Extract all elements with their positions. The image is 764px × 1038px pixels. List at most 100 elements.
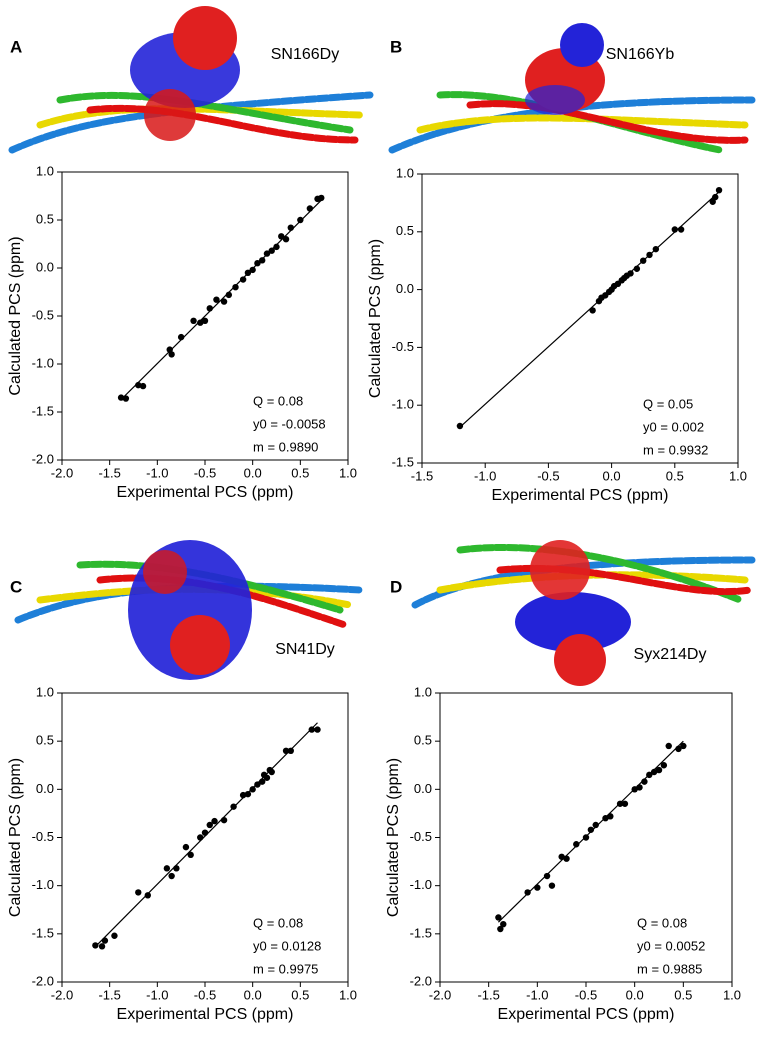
data-point xyxy=(715,186,723,194)
y-tick-label: -1.5 xyxy=(410,925,432,940)
x-tick-label: -2.0 xyxy=(51,465,73,480)
data-point xyxy=(263,250,271,257)
data-point xyxy=(671,226,678,233)
x-tick-label: -1.0 xyxy=(146,987,168,1002)
data-point xyxy=(652,245,660,253)
y-tick-label: 0.0 xyxy=(396,281,414,296)
y-tick-label: -2.0 xyxy=(32,451,54,466)
data-point xyxy=(278,233,285,240)
fit-stat: m = 0.9975 xyxy=(253,961,318,976)
data-point xyxy=(282,236,290,243)
fit-stat: Q = 0.08 xyxy=(637,915,687,930)
data-point xyxy=(627,270,634,277)
x-tick-label: 0.5 xyxy=(666,468,684,483)
x-tick-label: -0.5 xyxy=(537,468,559,483)
y-tick-label: -1.0 xyxy=(392,397,414,412)
fit-line xyxy=(120,199,322,401)
x-axis-label: Experimental PCS (ppm) xyxy=(117,1006,294,1023)
y-tick-label: 0.5 xyxy=(36,733,54,748)
data-point xyxy=(287,747,294,754)
data-point xyxy=(456,422,464,430)
x-tick-label: -1.5 xyxy=(477,987,499,1002)
y-tick-label: 0.5 xyxy=(414,733,432,748)
y-tick-label: -1.5 xyxy=(392,454,414,469)
panel-label: C xyxy=(10,577,22,596)
x-tick-label: -1.5 xyxy=(411,468,433,483)
data-point xyxy=(190,317,197,324)
x-tick-label: 1.0 xyxy=(339,987,357,1002)
y-tick-label: 0.0 xyxy=(414,781,432,796)
data-point xyxy=(616,800,624,807)
x-tick-label: 0.5 xyxy=(291,465,309,480)
y-axis-label: Calculated PCS (ppm) xyxy=(385,758,402,917)
x-tick-label: -0.5 xyxy=(194,465,216,480)
y-tick-label: 0.0 xyxy=(36,781,54,796)
data-point xyxy=(621,800,629,807)
molecule-d xyxy=(411,540,756,686)
y-tick-label: -1.0 xyxy=(32,877,54,892)
fit-stat: y0 = 0.0052 xyxy=(637,938,705,953)
data-point xyxy=(497,925,504,933)
data-point xyxy=(273,243,280,251)
x-tick-label: -0.5 xyxy=(575,987,597,1002)
data-point xyxy=(177,333,185,341)
x-tick-label: -1.5 xyxy=(98,987,120,1002)
x-axis-label: Experimental PCS (ppm) xyxy=(492,487,669,504)
molecule-c xyxy=(14,540,364,680)
x-tick-label: -2.0 xyxy=(429,987,451,1002)
data-point xyxy=(263,774,271,781)
y-tick-label: -0.5 xyxy=(32,307,54,322)
data-point xyxy=(92,942,99,949)
data-point xyxy=(306,205,314,212)
data-point xyxy=(655,766,663,774)
fit-stat: y0 = 0.002 xyxy=(643,419,704,434)
data-point xyxy=(168,872,175,880)
data-point xyxy=(201,829,209,836)
data-point xyxy=(197,834,204,841)
x-tick-label: 0.5 xyxy=(674,987,692,1002)
sample-name: SN166Dy xyxy=(271,46,339,63)
data-point xyxy=(660,762,668,769)
data-point xyxy=(543,872,551,880)
fit-stat: y0 = 0.0128 xyxy=(253,938,321,953)
fit-stat: Q = 0.08 xyxy=(253,393,303,408)
data-point xyxy=(244,790,252,798)
y-tick-label: -1.0 xyxy=(410,877,432,892)
fit-stat: y0 = -0.0058 xyxy=(253,416,326,431)
x-tick-label: -1.0 xyxy=(146,465,168,480)
data-point xyxy=(641,778,648,785)
data-point xyxy=(168,351,175,358)
data-point xyxy=(135,381,142,389)
data-point xyxy=(230,803,237,810)
data-point xyxy=(135,889,142,896)
fit-stat: m = 0.9932 xyxy=(643,442,708,457)
data-point xyxy=(631,786,638,793)
data-point xyxy=(122,395,130,402)
y-tick-label: -2.0 xyxy=(32,973,54,988)
y-tick-label: 1.0 xyxy=(414,684,432,699)
data-point xyxy=(139,382,147,390)
data-point xyxy=(573,841,580,848)
y-tick-label: 0.5 xyxy=(36,211,54,226)
x-tick-label: -1.5 xyxy=(98,465,120,480)
data-point xyxy=(254,260,261,267)
data-point xyxy=(500,921,507,928)
data-point xyxy=(287,224,294,231)
y-tick-label: -2.0 xyxy=(410,973,432,988)
y-tick-label: -0.5 xyxy=(410,829,432,844)
data-point xyxy=(495,914,502,921)
data-point xyxy=(211,817,218,825)
data-point xyxy=(213,296,220,303)
sample-name: Syx214Dy xyxy=(634,646,707,663)
fit-stat: Q = 0.08 xyxy=(253,915,303,930)
y-tick-label: 1.0 xyxy=(396,165,414,180)
x-tick-label: 1.0 xyxy=(729,468,747,483)
y-tick-label: -1.5 xyxy=(32,403,54,418)
fit-stat: m = 0.9885 xyxy=(637,961,702,976)
data-point xyxy=(117,394,125,401)
data-point xyxy=(640,257,647,264)
data-point xyxy=(182,843,190,851)
data-point xyxy=(220,298,228,305)
data-point xyxy=(675,745,682,753)
data-point xyxy=(524,889,531,896)
